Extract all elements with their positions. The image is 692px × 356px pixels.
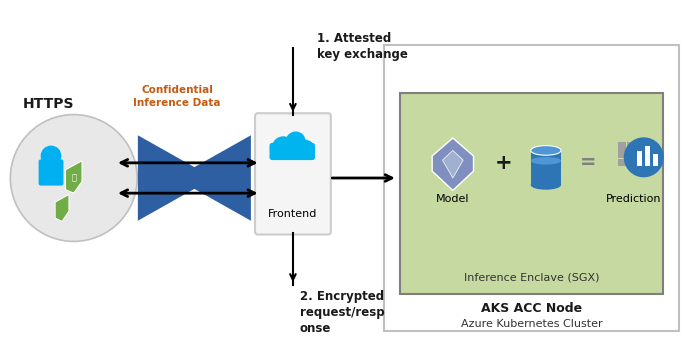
Text: 2. Encrypted
request/resp
onse: 2. Encrypted request/resp onse <box>300 290 385 335</box>
Polygon shape <box>432 138 473 190</box>
Text: Model: Model <box>436 194 470 204</box>
Text: Inference Enclave (SGX): Inference Enclave (SGX) <box>464 273 599 283</box>
Text: HTTPS: HTTPS <box>23 96 74 111</box>
Polygon shape <box>442 151 463 178</box>
Text: 1. Attested
key exchange: 1. Attested key exchange <box>317 32 408 61</box>
Polygon shape <box>175 135 251 221</box>
Bar <box>637 151 641 166</box>
Bar <box>618 159 626 166</box>
Text: =: = <box>581 153 597 172</box>
Circle shape <box>286 132 305 151</box>
Circle shape <box>624 138 663 177</box>
Text: Azure Kubernetes Cluster: Azure Kubernetes Cluster <box>461 319 602 329</box>
Bar <box>626 159 634 166</box>
Text: AKS ACC Node: AKS ACC Node <box>481 303 582 315</box>
Bar <box>626 151 634 158</box>
Text: Frontend: Frontend <box>268 209 318 219</box>
Bar <box>653 154 658 166</box>
Circle shape <box>273 137 294 158</box>
Ellipse shape <box>531 157 561 164</box>
Text: Confidential
Inference Data: Confidential Inference Data <box>134 85 221 108</box>
FancyBboxPatch shape <box>39 159 64 185</box>
FancyBboxPatch shape <box>384 45 679 331</box>
Ellipse shape <box>531 180 561 190</box>
Bar <box>531 151 561 185</box>
FancyBboxPatch shape <box>255 113 331 235</box>
Ellipse shape <box>531 146 561 155</box>
FancyBboxPatch shape <box>269 143 315 160</box>
Text: Prediction: Prediction <box>606 194 662 204</box>
Circle shape <box>297 140 314 158</box>
Polygon shape <box>138 135 214 221</box>
Polygon shape <box>66 161 82 193</box>
Polygon shape <box>55 194 69 221</box>
Bar <box>618 142 626 150</box>
Bar <box>618 151 626 158</box>
FancyBboxPatch shape <box>400 93 663 294</box>
Circle shape <box>10 115 137 241</box>
Circle shape <box>42 146 61 166</box>
Text: +: + <box>494 153 512 173</box>
Text: ⚿: ⚿ <box>71 173 76 183</box>
Bar <box>626 142 634 150</box>
Bar <box>645 146 650 166</box>
